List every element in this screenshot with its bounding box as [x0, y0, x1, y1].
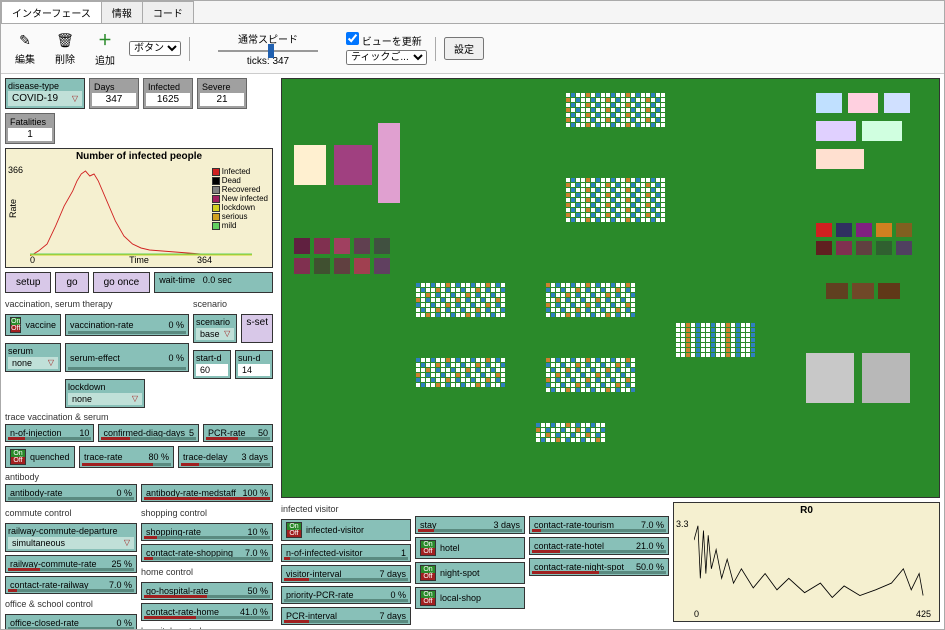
- local-shop-switch[interactable]: OnOfflocal-shop: [415, 587, 525, 609]
- tab-bar: インターフェース 情報 コード: [1, 1, 944, 24]
- contact-rate-home-slider[interactable]: contact-rate-home41.0 %: [141, 603, 273, 621]
- n-of-infected-visitor-slider[interactable]: n-of-infected-visitor1: [281, 544, 411, 562]
- contact-rate-shopping-slider[interactable]: contact-rate-shopping7.0 %: [141, 544, 273, 562]
- priority-pcr-rate-slider[interactable]: priority-PCR-rate0 %: [281, 586, 411, 604]
- setup-button[interactable]: setup: [5, 272, 51, 293]
- serum-chooser[interactable]: serumnone▽: [5, 343, 61, 372]
- speed-control: 通常スピード ticks: 347: [218, 31, 318, 67]
- visitor-interval-slider[interactable]: visitor-interval7 days: [281, 565, 411, 583]
- severe-monitor: Severe21: [197, 78, 247, 109]
- trash-icon: 🗑: [56, 32, 74, 49]
- fatalities-monitor: Fatalities1: [5, 113, 55, 144]
- vaccine-switch[interactable]: OnOffvaccine: [5, 314, 61, 336]
- wait-time-monitor: wait-time 0.0 sec: [154, 272, 273, 293]
- quenched-switch[interactable]: OnOffquenched: [5, 446, 75, 468]
- infected-chart: Number of infected people 366 Rate 0 Tim…: [5, 148, 273, 268]
- toolbar: ✎編集 🗑削除 ＋追加 ボタン 通常スピード ticks: 347 ビューを更新…: [1, 24, 944, 74]
- delete-button[interactable]: 🗑削除: [49, 30, 81, 68]
- office-closed-rate-slider[interactable]: office-closed-rate0 %: [5, 614, 137, 629]
- add-button[interactable]: ＋追加: [89, 28, 121, 69]
- settings-button[interactable]: 設定: [444, 37, 484, 60]
- lockdown-chooser[interactable]: lockdownnone▽: [65, 379, 145, 408]
- pencil-icon: ✎: [19, 32, 31, 49]
- trace-delay-slider[interactable]: trace-delay3 days: [178, 446, 273, 468]
- hotel-switch[interactable]: OnOffhotel: [415, 537, 525, 559]
- s-set-button[interactable]: s-set: [241, 314, 273, 343]
- railway-commute-departure-chooser[interactable]: railway-commute-departuresimultaneous▽: [5, 523, 137, 552]
- pcr-rate-slider[interactable]: PCR-rate50: [203, 424, 273, 442]
- chevron-down-icon: ▽: [72, 94, 78, 103]
- contact-rate-hotel-slider[interactable]: contact-rate-hotel21.0 %: [529, 537, 669, 555]
- night-spot-switch[interactable]: OnOffnight-spot: [415, 562, 525, 584]
- stay-slider[interactable]: stay3 days: [415, 516, 525, 534]
- antibody-rate-slider[interactable]: antibody-rate0 %: [5, 484, 137, 502]
- go-hospital-rate-slider[interactable]: go-hospital-rate50 %: [141, 582, 273, 600]
- n-of-injection-slider[interactable]: n-of-injection10: [5, 424, 94, 442]
- tab-interface[interactable]: インターフェース: [1, 1, 102, 23]
- add-type-select[interactable]: ボタン: [129, 41, 181, 56]
- trace-rate-slider[interactable]: trace-rate80 %: [79, 446, 174, 468]
- days-monitor: Days347: [89, 78, 139, 109]
- speed-slider[interactable]: [218, 50, 318, 52]
- contact-rate-tourism-slider[interactable]: contact-rate-tourism7.0 %: [529, 516, 669, 534]
- contact-rate-railway-slider[interactable]: contact-rate-railway7.0 %: [5, 576, 137, 594]
- tick-mode-select[interactable]: ティックご...: [346, 50, 427, 65]
- confirmed-diag-days-slider[interactable]: confirmed-diag-days5: [98, 424, 199, 442]
- vaccination-rate-slider[interactable]: vaccination-rate0 %: [65, 314, 189, 336]
- antibody-rate-medstaff-slider[interactable]: antibody-rate-medstaff100 %: [141, 484, 273, 502]
- serum-effect-slider[interactable]: serum-effect0 %: [65, 343, 189, 372]
- r0-chart: R0 3.3 0 425: [673, 502, 940, 622]
- plus-icon: ＋: [98, 30, 112, 50]
- infected-visitor-switch[interactable]: OnOffinfected-visitor: [281, 519, 411, 541]
- infected-monitor: Infected1625: [143, 78, 193, 109]
- tab-info[interactable]: 情報: [101, 1, 143, 23]
- railway-commute-rate-slider[interactable]: railway-commute-rate25 %: [5, 555, 137, 573]
- scenario-chooser[interactable]: scenariobase▽: [193, 314, 237, 343]
- shopping-rate-slider[interactable]: shopping-rate10 %: [141, 523, 273, 541]
- edit-button[interactable]: ✎編集: [9, 30, 41, 68]
- pcr-interval-slider[interactable]: PCR-interval7 days: [281, 607, 411, 625]
- go-once-button[interactable]: go once: [93, 272, 151, 293]
- go-button[interactable]: go: [55, 272, 88, 293]
- tab-code[interactable]: コード: [142, 1, 194, 23]
- start-d-input[interactable]: start-d60: [193, 350, 231, 379]
- contact-rate-night-spot-slider[interactable]: contact-rate-night-spot50.0 %: [529, 558, 669, 576]
- update-view-checkbox[interactable]: ビューを更新: [346, 32, 427, 48]
- world-view: [281, 78, 940, 498]
- disease-type-chooser[interactable]: disease-type COVID-19▽: [5, 78, 85, 109]
- sun-d-input[interactable]: sun-d14: [235, 350, 273, 379]
